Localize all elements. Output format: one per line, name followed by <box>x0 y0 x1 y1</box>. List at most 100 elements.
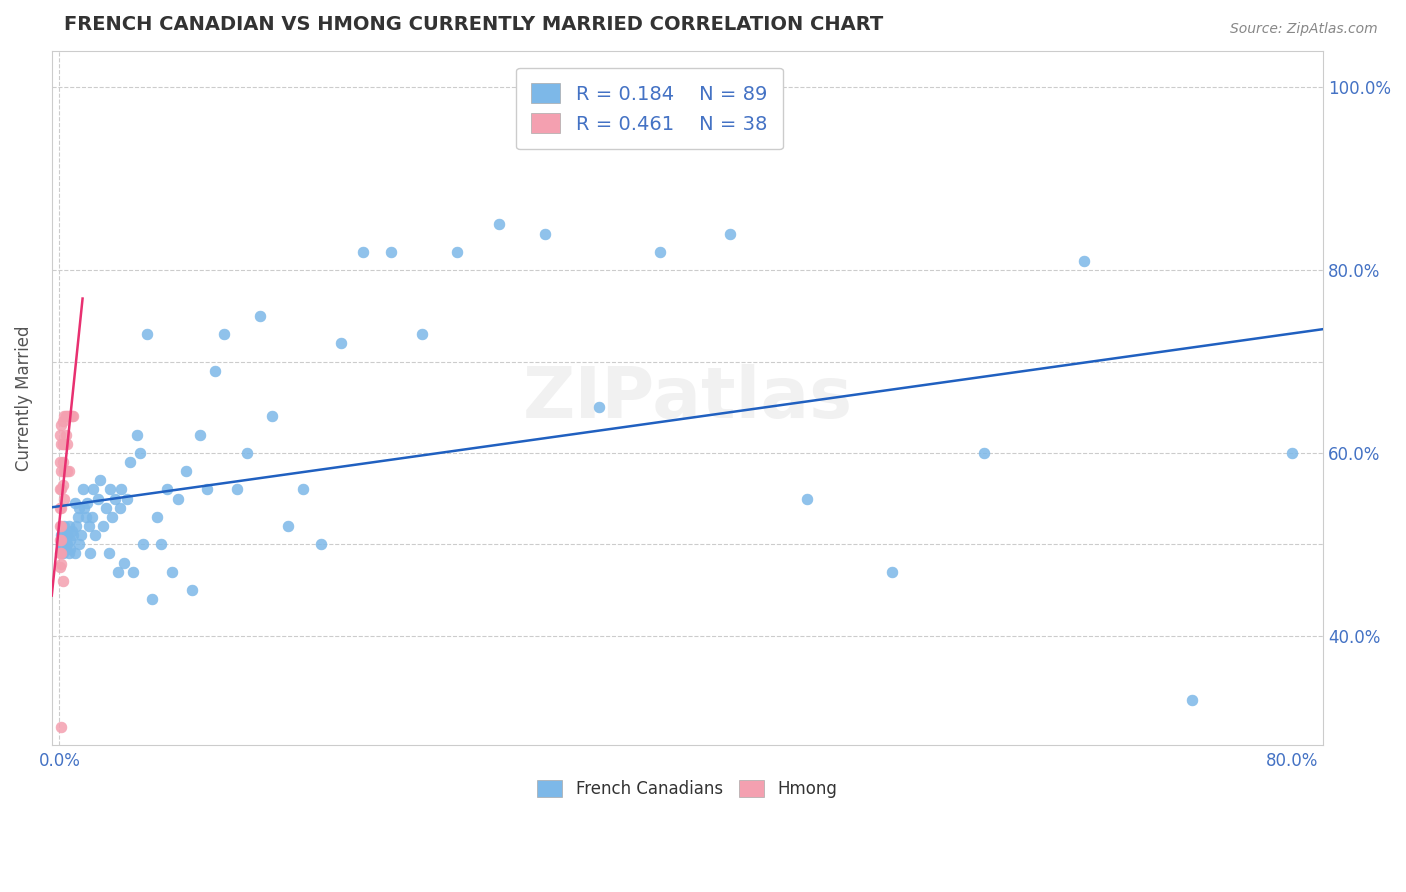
Point <box>49 418 72 433</box>
Point <box>49 483 72 497</box>
Point <box>141 592 163 607</box>
Point <box>49 558 72 572</box>
Point <box>880 565 903 579</box>
Legend: French Canadians, Hmong: French Canadians, Hmong <box>529 772 846 806</box>
Point <box>62 528 84 542</box>
Text: Source: ZipAtlas.com: Source: ZipAtlas.com <box>1230 22 1378 37</box>
Point <box>136 327 159 342</box>
Point <box>718 227 741 241</box>
Point <box>197 483 219 497</box>
Point <box>55 533 77 547</box>
Point <box>55 541 77 556</box>
Point <box>72 483 94 497</box>
Point <box>131 537 153 551</box>
Point <box>51 524 73 538</box>
Point <box>62 409 84 424</box>
Point <box>58 464 80 478</box>
Text: FRENCH CANADIAN VS HMONG CURRENTLY MARRIED CORRELATION CHART: FRENCH CANADIAN VS HMONG CURRENTLY MARRI… <box>65 15 884 34</box>
Point <box>49 720 72 734</box>
Point <box>49 560 72 574</box>
Point <box>58 546 80 560</box>
Point <box>49 519 72 533</box>
Point <box>380 244 402 259</box>
Point <box>53 491 76 506</box>
Point <box>160 565 183 579</box>
Point <box>73 500 96 515</box>
Point <box>75 509 97 524</box>
Point <box>214 327 236 342</box>
Point <box>188 427 211 442</box>
Point <box>83 528 105 542</box>
Point <box>49 533 72 547</box>
Point <box>488 218 510 232</box>
Point <box>51 478 73 492</box>
Point <box>59 409 82 424</box>
Point <box>117 491 139 506</box>
Text: ZIPatlas: ZIPatlas <box>523 364 852 433</box>
Point <box>98 483 121 497</box>
Point <box>70 528 93 542</box>
Point <box>249 309 271 323</box>
Point <box>128 446 150 460</box>
Point <box>76 496 98 510</box>
Point <box>53 519 76 533</box>
Point <box>63 496 86 510</box>
Point <box>56 464 79 478</box>
Point <box>49 541 72 556</box>
Point <box>49 519 72 533</box>
Point <box>101 509 124 524</box>
Point <box>49 455 72 469</box>
Point <box>120 455 142 469</box>
Point <box>91 519 114 533</box>
Point <box>204 364 226 378</box>
Point <box>411 327 433 342</box>
Point <box>49 436 72 450</box>
Point <box>277 519 299 533</box>
Point <box>59 541 82 556</box>
Point <box>66 509 89 524</box>
Point <box>150 537 173 551</box>
Point <box>352 244 374 259</box>
Point <box>51 414 73 428</box>
Point <box>79 546 101 560</box>
Point <box>1073 254 1095 268</box>
Point <box>49 546 72 560</box>
Point <box>167 491 190 506</box>
Point <box>56 537 79 551</box>
Point <box>53 537 76 551</box>
Point <box>65 519 87 533</box>
Point <box>225 483 247 497</box>
Point <box>108 500 131 515</box>
Point <box>49 537 72 551</box>
Point <box>291 483 314 497</box>
Point <box>56 409 79 424</box>
Point <box>63 546 86 560</box>
Point <box>49 533 72 547</box>
Point <box>156 483 179 497</box>
Point <box>60 409 83 424</box>
Point <box>49 483 72 497</box>
Point <box>145 509 167 524</box>
Point <box>112 556 135 570</box>
Point <box>94 500 117 515</box>
Point <box>51 455 73 469</box>
Point <box>49 464 72 478</box>
Point <box>107 565 129 579</box>
Point <box>49 500 72 515</box>
Point <box>55 409 77 424</box>
Point <box>262 409 284 424</box>
Point <box>311 537 333 551</box>
Point <box>55 427 77 442</box>
Point <box>69 500 91 515</box>
Point <box>89 473 111 487</box>
Point <box>60 524 83 538</box>
Point <box>69 537 91 551</box>
Point <box>973 446 995 460</box>
Point <box>55 464 77 478</box>
Point <box>122 565 145 579</box>
Point <box>49 528 72 542</box>
Point <box>49 427 72 442</box>
Point <box>56 436 79 450</box>
Point <box>796 491 818 506</box>
Point <box>80 509 103 524</box>
